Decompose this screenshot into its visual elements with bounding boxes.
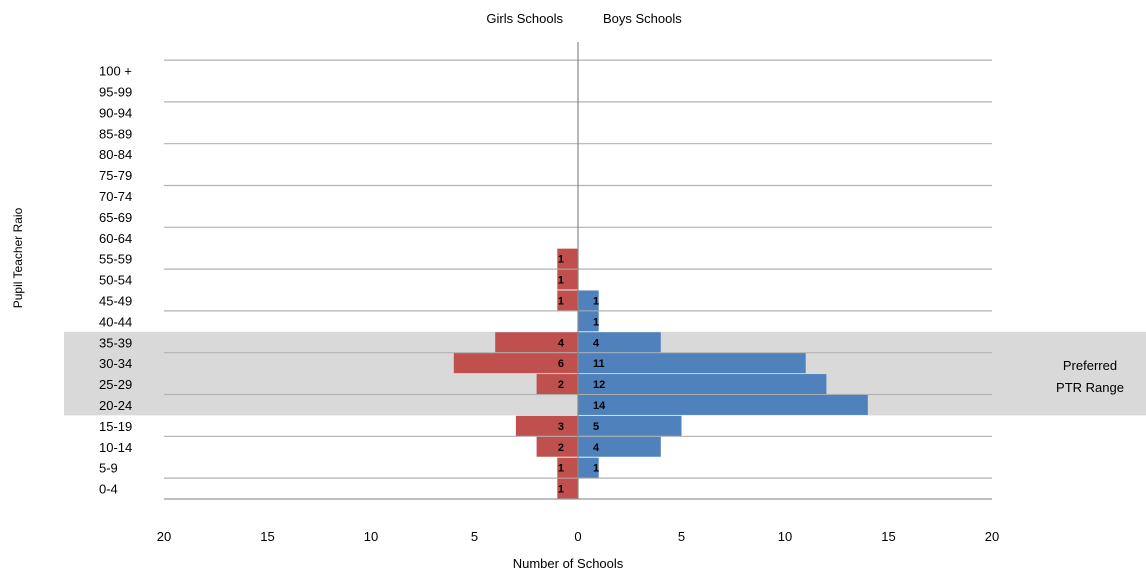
category-label: 15-19 <box>99 419 132 434</box>
boys-bar <box>578 290 599 311</box>
girls-bar <box>557 269 578 290</box>
category-label: 30-34 <box>99 356 132 371</box>
x-tick-label: 5 <box>471 529 478 544</box>
x-tick-label: 20 <box>157 529 171 544</box>
girls-bar <box>557 248 578 269</box>
boys-bar <box>578 436 661 457</box>
category-label: 70-74 <box>99 189 132 204</box>
girls-value-label: 2 <box>558 379 564 391</box>
category-label: 75-79 <box>99 168 132 183</box>
girls-value-label: 2 <box>558 442 564 454</box>
girls-bar <box>453 353 578 374</box>
x-tick-label: 10 <box>778 529 792 544</box>
boys-value-label: 1 <box>593 295 599 307</box>
boys-bar <box>578 332 661 353</box>
boys-bar <box>578 374 827 395</box>
girls-bar <box>557 457 578 478</box>
x-tick-label: 10 <box>364 529 378 544</box>
category-label: 25-29 <box>99 377 132 392</box>
boys-bar <box>578 394 868 415</box>
girls-value-label: 6 <box>558 358 564 370</box>
x-tick-label: 20 <box>985 529 999 544</box>
category-label: 10-14 <box>99 440 132 455</box>
category-label: 95-99 <box>99 84 132 99</box>
girls-value-label: 1 <box>558 254 564 266</box>
girls-bar <box>557 478 578 499</box>
series-label-boys: Boys Schools <box>603 11 682 26</box>
girls-value-label: 1 <box>558 463 564 475</box>
category-label: 60-64 <box>99 231 132 246</box>
girls-bar <box>515 415 578 436</box>
category-label: 80-84 <box>99 147 132 162</box>
category-label: 5-9 <box>99 461 118 476</box>
boys-bar <box>578 457 599 478</box>
category-label: 20-24 <box>99 398 132 413</box>
x-tick-label: 15 <box>881 529 895 544</box>
preferred-range-label-line1: Preferred <box>1063 358 1117 373</box>
category-label: 85-89 <box>99 126 132 141</box>
category-label: 100 + <box>99 64 132 79</box>
boys-bar <box>578 311 599 332</box>
category-label: 0-4 <box>99 482 118 497</box>
preferred-range-label-line2: PTR Range <box>1056 380 1124 395</box>
bars <box>453 248 868 499</box>
girls-bar <box>557 290 578 311</box>
boys-value-label: 11 <box>593 358 605 370</box>
x-tick-label: 15 <box>260 529 274 544</box>
girls-bar <box>536 436 578 457</box>
boys-value-label: 4 <box>593 442 600 454</box>
girls-value-label: 1 <box>558 484 564 496</box>
boys-value-label: 14 <box>593 400 606 412</box>
category-label: 40-44 <box>99 314 132 329</box>
boys-value-label: 1 <box>593 463 599 475</box>
boys-bar <box>578 415 682 436</box>
boys-value-label: 4 <box>593 337 600 349</box>
boys-bar <box>578 353 806 374</box>
girls-value-label: 4 <box>558 337 565 349</box>
category-label: 90-94 <box>99 105 132 120</box>
girls-bar <box>495 332 578 353</box>
series-label-girls: Girls Schools <box>486 11 563 26</box>
y-axis-title: Pupil Teacher Raio <box>11 207 25 308</box>
girls-bar <box>536 374 578 395</box>
axes <box>164 42 992 500</box>
x-tick-label: 0 <box>574 529 581 544</box>
category-label: 55-59 <box>99 252 132 267</box>
boys-value-label: 5 <box>593 421 599 433</box>
x-axis-title: Number of Schools <box>513 556 624 571</box>
category-label: 50-54 <box>99 273 132 288</box>
girls-value-label: 3 <box>558 421 564 433</box>
category-label: 65-69 <box>99 210 132 225</box>
girls-value-label: 1 <box>558 275 564 287</box>
boys-value-label: 12 <box>593 379 605 391</box>
girls-value-label: 1 <box>558 295 564 307</box>
x-tick-label: 5 <box>678 529 685 544</box>
category-label: 45-49 <box>99 293 132 308</box>
category-label: 35-39 <box>99 335 132 350</box>
boys-value-label: 1 <box>593 316 599 328</box>
